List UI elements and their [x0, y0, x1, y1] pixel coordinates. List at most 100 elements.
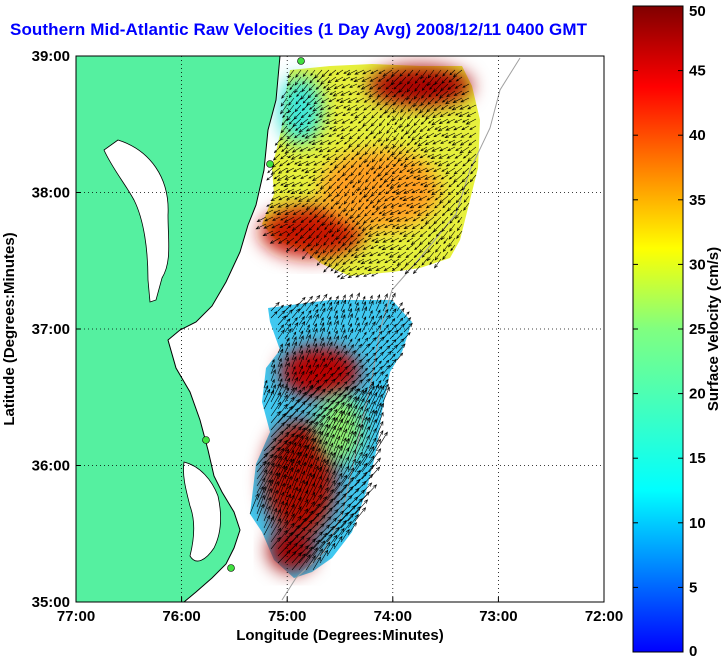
velocity-vector	[291, 496, 302, 515]
x-tick-label: 75:00	[268, 608, 306, 625]
velocity-vector	[352, 181, 358, 189]
velocity-vector	[354, 301, 359, 312]
velocity-vector	[354, 359, 363, 368]
velocity-vector	[446, 90, 456, 98]
velocity-vector	[317, 251, 323, 259]
velocity-vector	[291, 181, 302, 187]
velocity-vector	[368, 294, 373, 305]
velocity-vector	[305, 295, 313, 305]
velocity-vector	[290, 153, 302, 160]
velocity-vector	[340, 313, 346, 326]
velocity-vector	[291, 442, 302, 459]
velocity-vector	[364, 146, 372, 156]
velocity-vector	[384, 104, 393, 114]
velocity-vector	[277, 531, 294, 550]
velocity-vector	[333, 335, 339, 347]
velocity-vector	[326, 451, 333, 466]
velocity-vector	[387, 146, 393, 154]
velocity-vector	[354, 373, 362, 382]
velocity-vector	[460, 132, 470, 138]
velocity-vector	[375, 314, 383, 326]
velocity-vector	[312, 531, 324, 543]
velocity-vector	[347, 349, 356, 361]
velocity-vector	[319, 293, 328, 305]
velocity-vector	[270, 363, 275, 375]
velocity-vector	[371, 97, 379, 103]
velocity-vector	[263, 515, 275, 536]
velocity-vector	[295, 69, 302, 78]
velocity-vector	[383, 265, 393, 272]
velocity-vector	[448, 237, 456, 248]
velocity-vector	[382, 202, 393, 209]
velocity-vector	[319, 449, 327, 466]
velocity-vector	[454, 153, 463, 159]
velocity-vector	[363, 237, 372, 243]
velocity-vector	[308, 216, 316, 224]
velocity-vector	[281, 118, 288, 126]
velocity-vector	[319, 549, 329, 564]
velocity-vector	[334, 111, 344, 117]
velocity-vector	[308, 139, 316, 144]
velocity-vector	[341, 265, 351, 273]
velocity-vector	[320, 132, 330, 138]
velocity-vector	[312, 337, 317, 347]
velocity-vector	[277, 431, 290, 445]
north-field-hotspot-northeast	[368, 66, 472, 106]
velocity-vector	[357, 125, 365, 132]
velocity-vector	[426, 76, 435, 87]
velocity-vector	[274, 139, 281, 146]
velocity-vector	[448, 139, 456, 144]
velocity-vector	[283, 181, 295, 188]
velocity-vector	[340, 308, 345, 319]
velocity-vector	[407, 69, 414, 77]
velocity-vector	[319, 357, 326, 368]
velocity-vector	[434, 202, 442, 209]
velocity-vector	[312, 104, 323, 112]
velocity-vector	[305, 386, 320, 403]
velocity-vector	[312, 475, 322, 494]
velocity-vector	[319, 336, 324, 347]
velocity-vector	[319, 432, 329, 452]
velocity-vector	[361, 445, 375, 466]
velocity-vector	[381, 209, 393, 216]
velocity-vector	[322, 202, 330, 211]
velocity-vector	[333, 314, 338, 326]
velocity-vector	[293, 132, 302, 139]
velocity-vector	[356, 90, 365, 95]
velocity-vector	[438, 153, 449, 159]
velocity-vector	[291, 303, 300, 312]
velocity-vector	[389, 244, 400, 251]
velocity-vector	[312, 493, 322, 508]
velocity-vector	[375, 365, 383, 375]
velocity-vector	[354, 414, 362, 431]
velocity-vector	[383, 195, 393, 202]
velocity-vector	[375, 202, 386, 211]
velocity-vector	[322, 118, 330, 123]
velocity-vector	[263, 223, 274, 229]
velocity-vector	[394, 118, 400, 126]
velocity-vector	[404, 258, 414, 267]
velocity-vector	[467, 146, 477, 154]
velocity-vector	[385, 251, 393, 256]
velocity-vector	[298, 335, 304, 347]
velocity-vector	[298, 188, 309, 195]
velocity-vector	[313, 97, 323, 105]
velocity-vector	[407, 111, 414, 120]
velocity-vector	[440, 139, 449, 144]
velocity-vector	[388, 251, 400, 258]
velocity-vector	[326, 400, 340, 417]
velocity-vector	[369, 251, 379, 257]
velocity-vector	[305, 370, 313, 382]
velocity-vector	[365, 132, 372, 140]
velocity-vector	[405, 244, 414, 251]
velocity-vector	[432, 139, 442, 145]
velocity-vector	[427, 230, 435, 238]
velocity-vector	[446, 153, 456, 159]
velocity-vector	[427, 118, 435, 124]
velocity-vector	[344, 181, 351, 189]
velocity-vector	[337, 167, 344, 174]
velocity-vector	[286, 195, 295, 200]
velocity-vector	[431, 146, 442, 152]
velocity-vector	[326, 518, 342, 536]
velocity-vector	[368, 315, 375, 326]
